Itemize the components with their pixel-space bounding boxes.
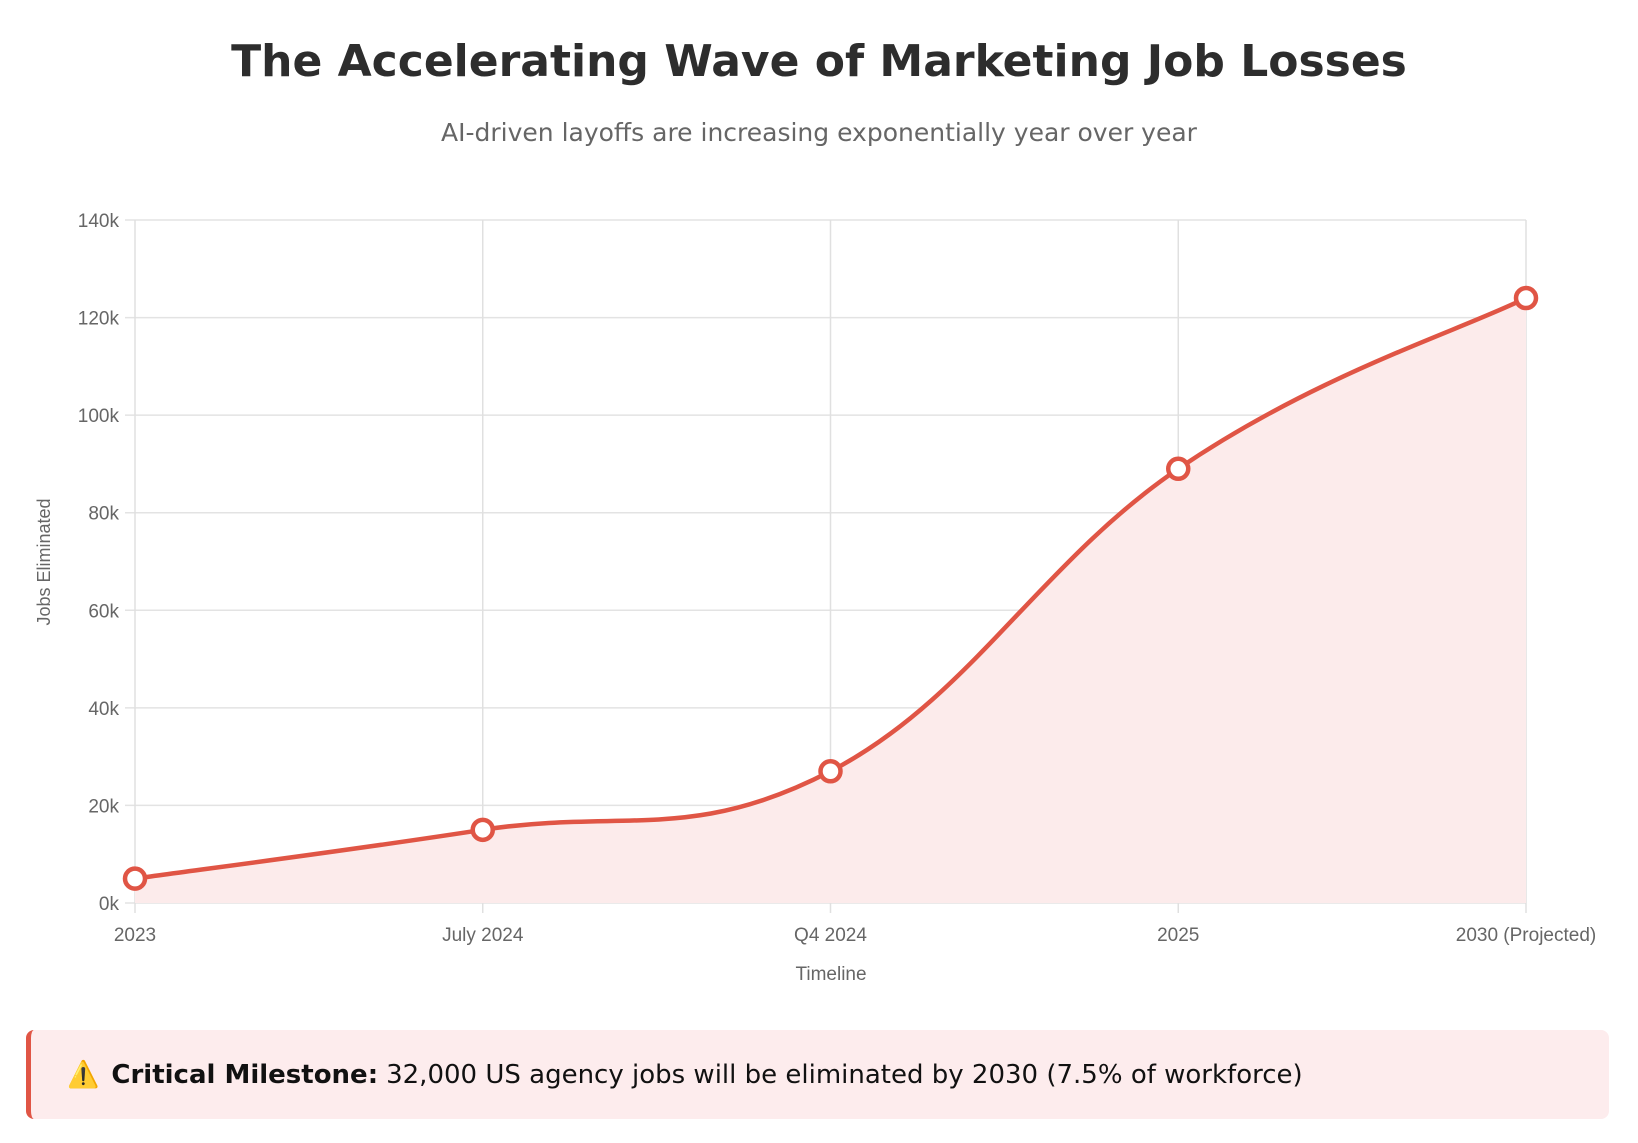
data-point[interactable]: [470, 817, 495, 843]
critical-milestone-alert: ⚠️ Critical Milestone: 32,000 US agency …: [26, 1030, 1609, 1119]
y-tick-label: 80k: [88, 504, 119, 525]
y-tick-label: 40k: [88, 699, 119, 720]
data-point[interactable]: [818, 759, 843, 784]
alert-label: Critical Milestone:: [111, 1059, 379, 1090]
y-tick-label: 100k: [78, 406, 120, 427]
x-tick-label: 2030 (Projected): [1456, 925, 1596, 946]
x-tick-label: Q4 2024: [794, 925, 867, 946]
data-point[interactable]: [122, 866, 148, 891]
warning-icon: ⚠️: [67, 1059, 100, 1090]
data-point[interactable]: [1166, 456, 1191, 482]
x-tick-label: 2023: [114, 925, 156, 946]
line-chart: 0k 20k 40k 60k 80k 100k 120k 140k 2023 July 2024…: [34, 211, 1596, 985]
y-tick-label: 60k: [88, 601, 119, 622]
y-tick-label: 20k: [88, 796, 119, 817]
y-tick-label: 140k: [78, 211, 120, 232]
area-fill: [135, 298, 1526, 903]
y-tick-label: 0k: [99, 894, 120, 915]
chart-title: The Accelerating Wave of Marketing Job L…: [231, 36, 1407, 87]
chart-subtitle: AI-driven layoffs are increasing exponen…: [441, 118, 1197, 147]
x-tick-label: July 2024: [442, 925, 524, 946]
alert-text: 32,000 US agency jobs will be eliminated…: [386, 1059, 1303, 1090]
x-tick-label: 2025: [1157, 925, 1199, 946]
y-tick-label: 120k: [78, 309, 120, 330]
data-point[interactable]: [1513, 285, 1539, 311]
y-axis-label: Jobs Eliminated: [34, 498, 54, 625]
x-axis-label: Timeline: [795, 964, 866, 985]
